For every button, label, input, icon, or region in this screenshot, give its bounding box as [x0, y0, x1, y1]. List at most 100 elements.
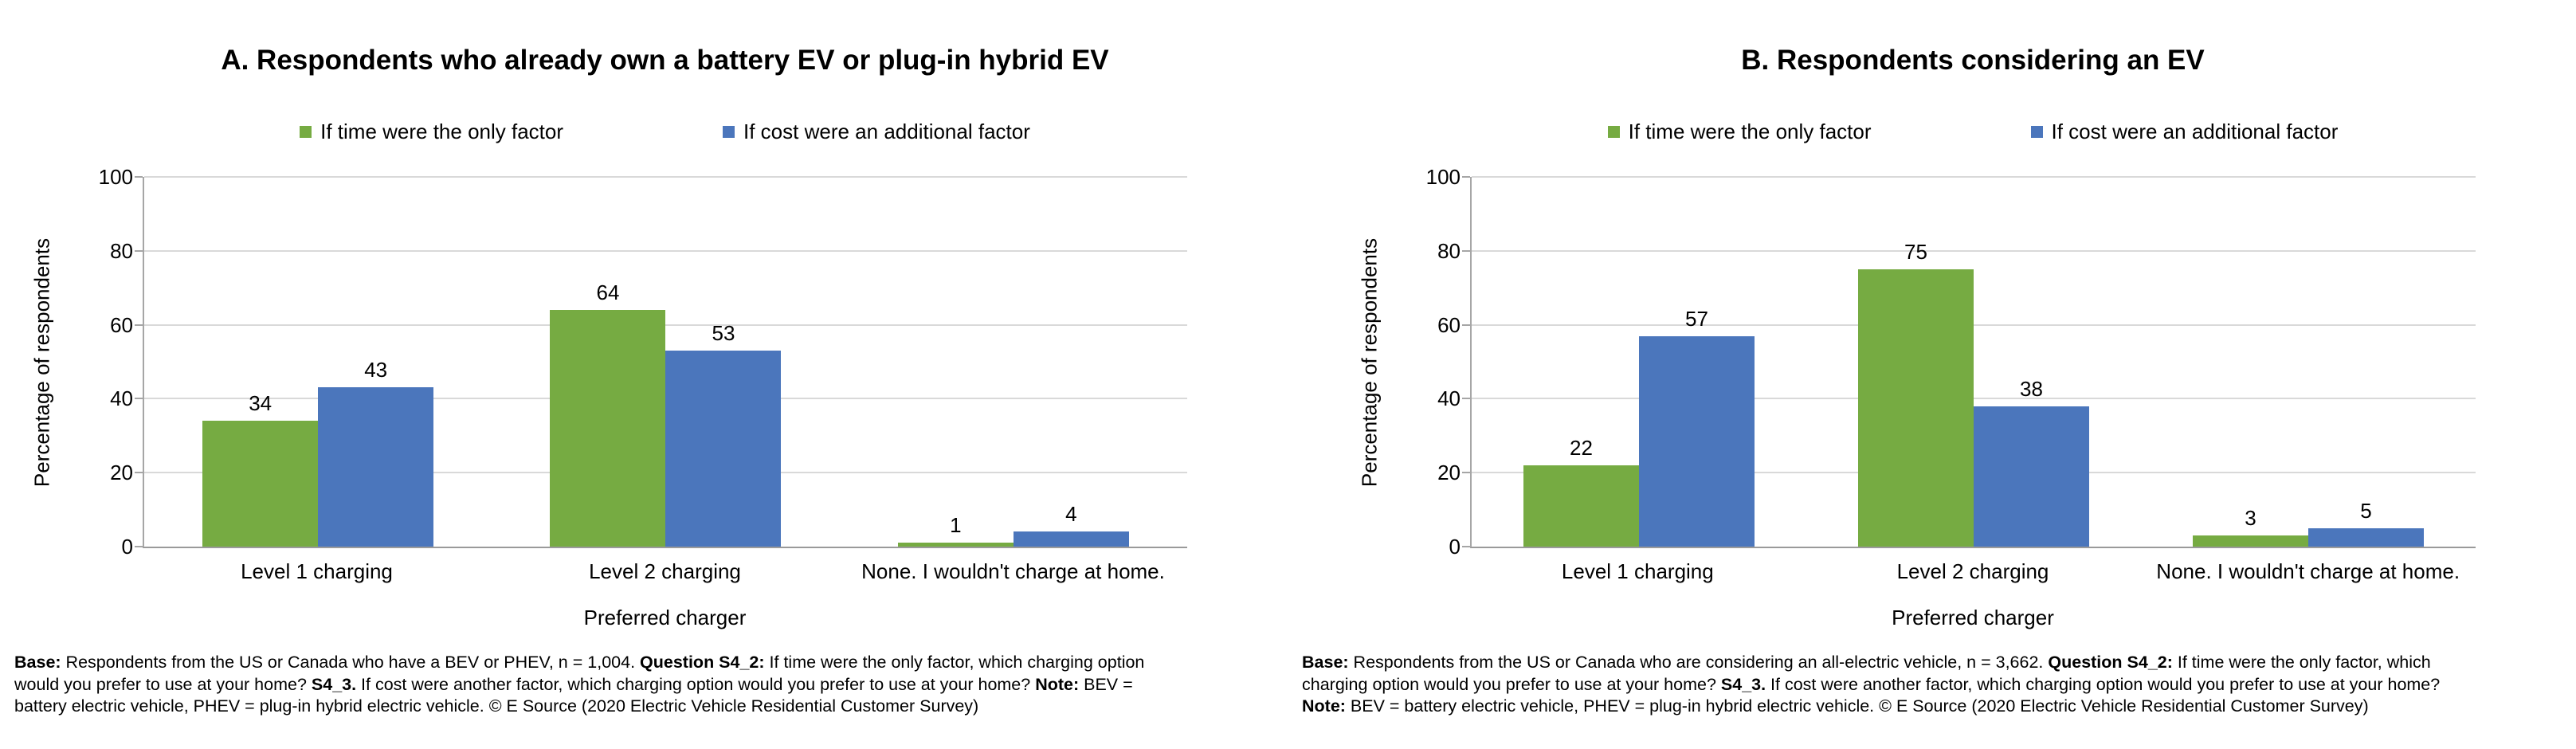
y-tick-mark — [1462, 546, 1470, 547]
bar-groups: 22 57 75 38 3 5 — [1472, 177, 2476, 547]
y-tick-label: 0 — [1449, 535, 1461, 559]
bar-value-label: 3 — [2245, 506, 2256, 531]
gridline — [1472, 176, 2476, 178]
bar-time-factor: 64 — [550, 282, 666, 547]
bar-value-label: 53 — [712, 321, 735, 346]
y-axis-title: Percentage of respondents — [1356, 177, 1383, 548]
y-tick-label: 60 — [1437, 312, 1461, 337]
bar-cost-factor: 53 — [665, 323, 782, 547]
legend-item-time-factor: If time were the only factor — [1607, 120, 1872, 143]
bar-time-factor: 75 — [1858, 241, 1974, 547]
category-label: Level 1 charging — [1561, 559, 1714, 583]
bar-value-label: 1 — [950, 513, 962, 538]
footnote: Base: Respondents from the US or Canada … — [1302, 652, 2467, 718]
chart-panel-a: A. Respondents who already own a battery… — [14, 0, 1187, 718]
legend-label: If time were the only factor — [320, 120, 564, 143]
gridline — [144, 324, 1187, 326]
plot-area: 0 20 40 60 80 100 22 57 75 38 3 5 — [1426, 167, 2476, 557]
bar-value-label: 57 — [1685, 306, 1708, 331]
category-labels: Level 1 charging Level 2 charging None. I … — [143, 559, 1187, 584]
gridline — [144, 176, 1187, 178]
bar-value-label: 64 — [596, 280, 620, 305]
y-tick-mark — [1462, 324, 1470, 326]
bar-cost-factor: 43 — [318, 359, 434, 547]
footnote-segment: Note: — [1035, 674, 1080, 694]
category-label: Level 1 charging — [241, 559, 393, 583]
chart-header: A. Respondents who already own a battery… — [143, 0, 1187, 143]
footnote-segment: Note: — [1302, 696, 1346, 716]
category-label: None. I wouldn't charge at home. — [861, 559, 1165, 583]
y-tick-mark — [135, 249, 143, 252]
footnote-segment: Question S4_2: — [2048, 653, 2173, 672]
bar-value-label: 4 — [1065, 502, 1077, 527]
y-tick-mark — [135, 398, 143, 400]
y-tick-label: 80 — [1437, 238, 1461, 263]
x-axis-title: Preferred charger — [1892, 606, 2054, 629]
bar-group: 22 57 — [1472, 177, 1806, 547]
category-label: Level 2 charging — [589, 559, 741, 583]
footnote-segment: S4_3. — [1720, 674, 1766, 694]
legend: If time were the only factor If cost wer… — [143, 120, 1187, 143]
legend: If time were the only factor If cost wer… — [1470, 120, 2476, 143]
footnote-segment: BEV = battery electric vehicle, PHEV = p… — [1345, 696, 2369, 716]
bar-groups: 34 43 64 53 1 4 — [144, 177, 1187, 547]
legend-label: If time were the only factor — [1628, 120, 1872, 143]
legend-item-cost-factor: If cost were an additional factor — [723, 120, 1030, 143]
bar-cost-factor: 5 — [2308, 500, 2424, 547]
y-tick-label: 20 — [110, 461, 133, 485]
bar-value-label: 34 — [249, 391, 272, 416]
y-axis-title-text: Percentage of respondents — [1357, 237, 1382, 488]
y-tick-label: 100 — [98, 165, 133, 189]
chart-panel-b: B. Respondents considering an EV If time… — [1288, 0, 2576, 749]
footnote-segment: Respondents from the US or Canada who ha… — [61, 653, 641, 672]
bar-time-factor: 34 — [202, 393, 319, 547]
y-tick-mark — [135, 472, 143, 474]
y-tick-label: 40 — [110, 386, 133, 411]
y-tick-label: 40 — [1437, 386, 1461, 411]
plot-area: 0 20 40 60 80 100 34 43 64 53 1 4 — [99, 167, 1187, 557]
footnote-segment: Respondents from the US or Canada who ar… — [1348, 653, 2049, 672]
chart-title: B. Respondents considering an EV — [1741, 45, 2205, 76]
y-tick-mark — [1462, 249, 1470, 252]
y-tick-mark — [135, 546, 143, 547]
bar-value-label: 38 — [2020, 376, 2043, 401]
legend-swatch-green — [1607, 125, 1620, 138]
footnote-segment: S4_3. — [311, 674, 357, 694]
footnote-segment: If cost were another factor, which charg… — [1766, 674, 2441, 694]
y-tick-mark — [1462, 472, 1470, 474]
x-axis-title: Preferred charger — [583, 606, 747, 629]
bar-cost-factor: 57 — [1639, 308, 1755, 547]
category-labels: Level 1 charging Level 2 charging None. I … — [1470, 559, 2476, 584]
footnote-segment: BEV = battery electric vehicle, PHEV = p… — [14, 674, 1133, 716]
bar-time-factor: 1 — [897, 515, 1014, 547]
y-tick-label: 20 — [1437, 461, 1461, 485]
chart-header: B. Respondents considering an EV If time… — [1470, 0, 2476, 143]
bar-value-label: 22 — [1570, 435, 1593, 460]
y-tick-label: 60 — [110, 312, 133, 337]
legend-item-time-factor: If time were the only factor — [300, 120, 563, 143]
y-axis-title: Percentage of respondents — [29, 177, 56, 548]
chart-title: A. Respondents who already own a battery… — [221, 45, 1109, 76]
bar-group: 34 43 — [144, 177, 492, 547]
y-tick-label: 0 — [121, 535, 133, 559]
bar-time-factor: 3 — [2193, 508, 2308, 547]
bar-value-label: 5 — [2360, 498, 2372, 523]
y-tick-mark — [1462, 398, 1470, 400]
gridline — [1472, 324, 2476, 326]
legend-label: If cost were an additional factor — [2051, 120, 2339, 143]
bar-group: 75 38 — [1806, 177, 2141, 547]
footnote: Base: Respondents from the US or Canada … — [14, 652, 1179, 718]
footnote-segment: Base: — [14, 653, 61, 672]
legend-item-cost-factor: If cost were an additional factor — [2030, 120, 2339, 143]
bar-cost-factor: 38 — [1974, 378, 2089, 547]
gridline — [1472, 398, 2476, 400]
y-tick-label: 80 — [110, 238, 133, 263]
bar-cost-factor: 4 — [1013, 504, 1129, 547]
footnote-segment: Question S4_2: — [640, 653, 765, 672]
y-tick-mark — [135, 176, 143, 178]
footnote-segment: If time were the only factor, which char… — [1302, 653, 2431, 694]
bar-value-label: 43 — [364, 358, 388, 382]
footnote-segment: Base: — [1302, 653, 1349, 672]
